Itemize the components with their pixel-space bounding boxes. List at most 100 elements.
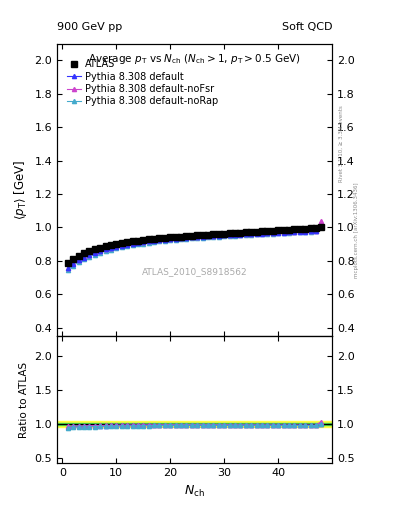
Pythia 8.308 default-noFsr bbox=[87, 251, 92, 258]
ATLAS bbox=[286, 227, 291, 233]
Pythia 8.308 default-noFsr bbox=[108, 244, 113, 250]
Pythia 8.308 default bbox=[276, 230, 281, 236]
Pythia 8.308 default bbox=[217, 233, 221, 239]
ATLAS bbox=[319, 224, 324, 230]
Pythia 8.308 default-noFsr bbox=[222, 232, 226, 238]
Pythia 8.308 default-noFsr bbox=[319, 218, 324, 224]
Pythia 8.308 default-noRap bbox=[82, 256, 86, 262]
Pythia 8.308 default bbox=[184, 234, 189, 241]
ATLAS bbox=[243, 229, 248, 236]
Y-axis label: Ratio to ATLAS: Ratio to ATLAS bbox=[19, 361, 29, 438]
Pythia 8.308 default bbox=[92, 250, 97, 256]
ATLAS bbox=[233, 230, 237, 236]
Pythia 8.308 default bbox=[233, 232, 237, 238]
ATLAS bbox=[206, 231, 210, 238]
Pythia 8.308 default-noRap bbox=[146, 240, 151, 246]
ATLAS bbox=[222, 230, 226, 237]
Pythia 8.308 default-noFsr bbox=[308, 228, 313, 234]
Pythia 8.308 default bbox=[82, 254, 86, 261]
Pythia 8.308 default-noFsr bbox=[233, 231, 237, 238]
Pythia 8.308 default-noRap bbox=[136, 241, 140, 247]
ATLAS bbox=[281, 227, 286, 233]
Pythia 8.308 default bbox=[130, 241, 135, 247]
Pythia 8.308 default-noFsr bbox=[98, 247, 103, 253]
Pythia 8.308 default bbox=[308, 228, 313, 234]
ATLAS bbox=[108, 242, 113, 248]
Pythia 8.308 default-noFsr bbox=[270, 229, 275, 236]
Pythia 8.308 default-noRap bbox=[87, 253, 92, 260]
ATLAS bbox=[114, 241, 119, 247]
ATLAS bbox=[254, 229, 259, 235]
Pythia 8.308 default-noFsr bbox=[92, 249, 97, 255]
Pythia 8.308 default-noFsr bbox=[136, 240, 140, 246]
Pythia 8.308 default-noRap bbox=[286, 230, 291, 236]
Pythia 8.308 default-noRap bbox=[179, 236, 184, 242]
Pythia 8.308 default-noRap bbox=[98, 250, 103, 256]
ATLAS bbox=[103, 243, 108, 249]
Pythia 8.308 default-noFsr bbox=[314, 227, 318, 233]
Pythia 8.308 default-noFsr bbox=[157, 237, 162, 243]
Pythia 8.308 default bbox=[206, 233, 210, 240]
Pythia 8.308 default bbox=[254, 231, 259, 237]
Pythia 8.308 default-noRap bbox=[233, 232, 237, 239]
Pythia 8.308 default-noRap bbox=[195, 235, 200, 241]
Pythia 8.308 default bbox=[76, 258, 81, 264]
Pythia 8.308 default-noFsr bbox=[217, 232, 221, 239]
ATLAS bbox=[92, 246, 97, 252]
Pythia 8.308 default-noRap bbox=[108, 246, 113, 252]
ATLAS bbox=[189, 233, 194, 239]
Text: mcplots.cern.ch [arXiv:1306.3436]: mcplots.cern.ch [arXiv:1306.3436] bbox=[354, 183, 359, 278]
Pythia 8.308 default bbox=[189, 234, 194, 241]
Pythia 8.308 default-noFsr bbox=[130, 240, 135, 246]
Pythia 8.308 default bbox=[157, 237, 162, 243]
Pythia 8.308 default bbox=[298, 229, 302, 235]
Text: Average $p_{\rm T}$ vs $N_{\rm ch}$ ($N_{\rm ch} > 1$, $p_{\rm T} > 0.5$ GeV): Average $p_{\rm T}$ vs $N_{\rm ch}$ ($N_… bbox=[88, 52, 301, 66]
Pythia 8.308 default-noFsr bbox=[82, 254, 86, 260]
Pythia 8.308 default-noRap bbox=[303, 229, 307, 235]
Text: Soft QCD: Soft QCD bbox=[282, 22, 332, 32]
Pythia 8.308 default bbox=[292, 229, 297, 235]
Pythia 8.308 default-noFsr bbox=[195, 233, 200, 240]
Pythia 8.308 default-noFsr bbox=[243, 231, 248, 237]
Pythia 8.308 default-noRap bbox=[76, 259, 81, 265]
Pythia 8.308 default-noRap bbox=[292, 229, 297, 236]
X-axis label: $N_{\rm ch}$: $N_{\rm ch}$ bbox=[184, 484, 205, 499]
Pythia 8.308 default bbox=[163, 237, 167, 243]
ATLAS bbox=[146, 236, 151, 242]
ATLAS bbox=[265, 228, 270, 234]
Pythia 8.308 default-noRap bbox=[249, 232, 253, 238]
Pythia 8.308 default-noFsr bbox=[265, 230, 270, 236]
Pythia 8.308 default-noFsr bbox=[260, 230, 264, 236]
ATLAS bbox=[217, 231, 221, 237]
ATLAS bbox=[76, 253, 81, 259]
Pythia 8.308 default bbox=[286, 229, 291, 236]
ATLAS bbox=[141, 237, 146, 243]
Pythia 8.308 default-noRap bbox=[141, 241, 146, 247]
Pythia 8.308 default-noRap bbox=[189, 236, 194, 242]
Pythia 8.308 default bbox=[114, 244, 119, 250]
Pythia 8.308 default-noFsr bbox=[292, 228, 297, 234]
Pythia 8.308 default-noRap bbox=[254, 231, 259, 238]
ATLAS bbox=[303, 226, 307, 232]
Pythia 8.308 default bbox=[222, 232, 226, 239]
Pythia 8.308 default-noRap bbox=[211, 234, 216, 240]
Pythia 8.308 default bbox=[65, 265, 70, 271]
Pythia 8.308 default-noFsr bbox=[103, 246, 108, 252]
Pythia 8.308 default-noRap bbox=[114, 245, 119, 251]
Pythia 8.308 default-noRap bbox=[71, 263, 75, 269]
Pythia 8.308 default-noRap bbox=[206, 234, 210, 241]
Pythia 8.308 default-noFsr bbox=[303, 228, 307, 234]
ATLAS bbox=[260, 228, 264, 234]
ATLAS bbox=[184, 233, 189, 239]
Pythia 8.308 default-noFsr bbox=[119, 242, 124, 248]
ATLAS bbox=[238, 229, 243, 236]
Pythia 8.308 default-noFsr bbox=[114, 243, 119, 249]
Pythia 8.308 default-noFsr bbox=[173, 235, 178, 241]
Pythia 8.308 default bbox=[249, 231, 253, 237]
Text: ATLAS_2010_S8918562: ATLAS_2010_S8918562 bbox=[142, 267, 247, 276]
Pythia 8.308 default-noFsr bbox=[206, 233, 210, 239]
Pythia 8.308 default-noFsr bbox=[163, 236, 167, 242]
Pythia 8.308 default bbox=[168, 236, 173, 242]
Pythia 8.308 default-noRap bbox=[130, 242, 135, 248]
Pythia 8.308 default-noRap bbox=[163, 238, 167, 244]
